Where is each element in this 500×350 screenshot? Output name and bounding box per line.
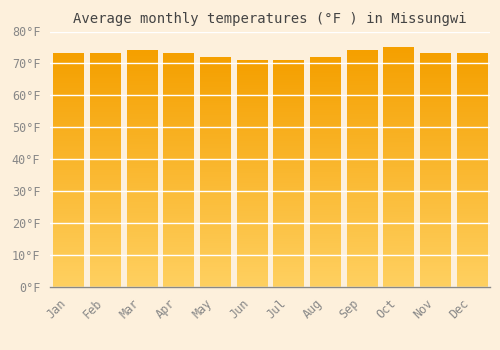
Title: Average monthly temperatures (°F ) in Missungwi: Average monthly temperatures (°F ) in Mi… (73, 12, 467, 26)
